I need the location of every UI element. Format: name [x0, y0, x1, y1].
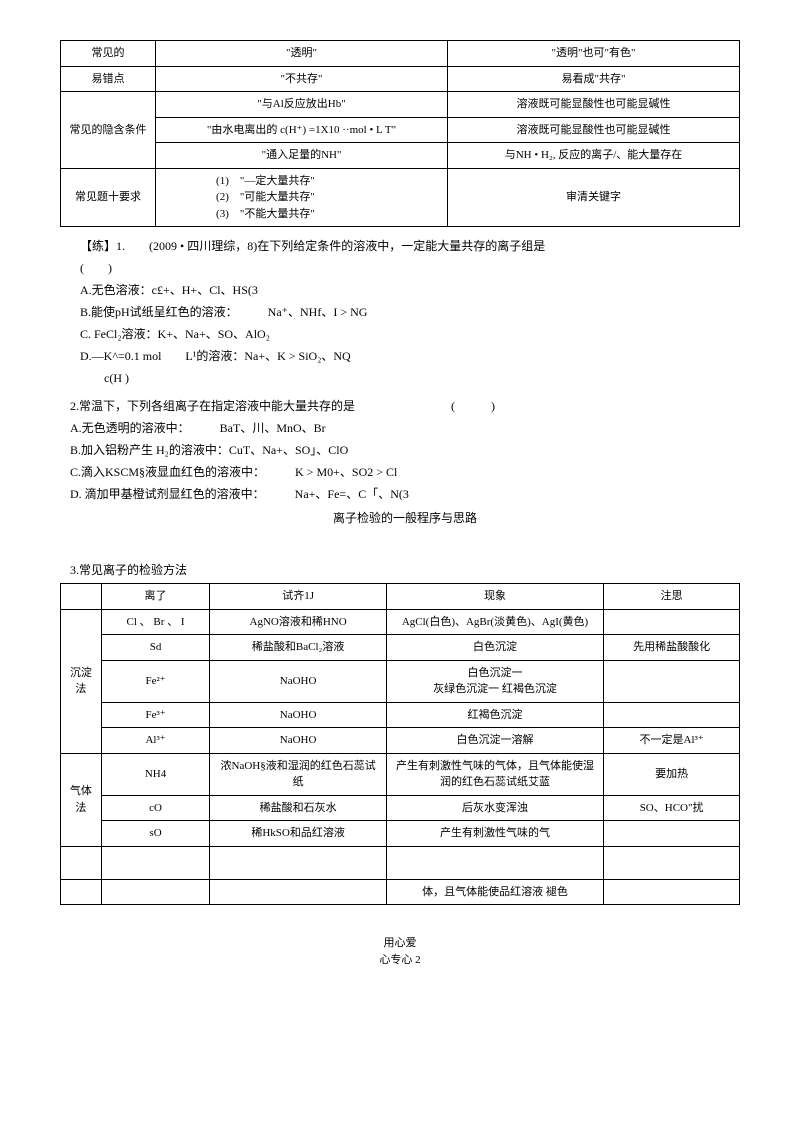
opt-c: C. FeCl₂溶液：K+、Na+、SO、AlO₂: [80, 325, 740, 343]
q-paren: ( ): [80, 259, 740, 277]
cell: 审清关键字: [448, 168, 740, 227]
cell: cO: [101, 795, 210, 821]
q2-title: 2.常温下，下列各组离子在指定溶液中能大量共存的是 ( ): [70, 397, 740, 415]
cell: Al³⁺: [101, 728, 210, 754]
cell: NaOHO: [210, 728, 387, 754]
opt-b: B.能使pH试纸呈红色的溶液： Na⁺、NHf、I > NG: [80, 303, 740, 321]
ion-test-table: 离了 试齐1J 现象 注思 沉淀法 Cl 、 Br 、 I AgNO溶液和稀HN…: [60, 583, 740, 905]
cell: 常见的: [61, 41, 156, 67]
th: 注思: [604, 584, 740, 610]
cell: 白色沉淀一 灰绿色沉淀一 红褐色沉淀: [386, 660, 603, 702]
line: (1) "—定大量共存": [216, 173, 441, 190]
cell: "透明": [156, 41, 448, 67]
cell: 产生有刺激性气味的气体，且气体能使湿润的红色石蕊试纸艾蓝: [386, 753, 603, 795]
cell: NaOHO: [210, 660, 387, 702]
cell: 红褐色沉淀: [386, 702, 603, 728]
cell: Cl 、 Br 、 I: [101, 609, 210, 635]
opt-d: D.—K^=0.1 mol L¹的溶液：Na+、K > SiO₂、NQ: [80, 347, 740, 365]
opt-d2: c(H ): [80, 369, 740, 387]
conditions-table: 常见的 "透明" "透明"也可"有色" 易错点 "不共存" 易看成"共存" 常见…: [60, 40, 740, 227]
opt-a: A.无色溶液：c£+、H+、Cl、HS(3: [80, 281, 740, 299]
cell: 与NH • H₂, 反应的离子/、能大量存在: [448, 143, 740, 169]
line: 灰绿色沉淀一 红褐色沉淀: [393, 681, 597, 698]
q2-d: D. 滴加甲基橙试剂显红色的溶液中： Na+、Fe=、C「、N(3: [70, 485, 740, 503]
cell: [604, 609, 740, 635]
cell: 不一定是Al³⁺: [604, 728, 740, 754]
cell: 溶液既可能显酸性也可能显碱性: [448, 92, 740, 118]
cell: Sd: [101, 635, 210, 661]
q2-c: C.滴入KSCM§液显血红色的溶液中： K > M0+、SO2 > Cl: [70, 463, 740, 481]
cell: 常见题十要求: [61, 168, 156, 227]
page-footer: 用心爱 心专心 2: [60, 935, 740, 968]
cell: sO: [101, 821, 210, 847]
th: 现象: [386, 584, 603, 610]
cell: "透明"也可"有色": [448, 41, 740, 67]
cell: AgCl(白色)、AgBr(淡黄色)、AgI(黄色): [386, 609, 603, 635]
q2-sub: 离子检验的一般程序与思路: [70, 509, 740, 527]
cell: 易错点: [61, 66, 156, 92]
cell: "与Al反应放出Hb": [156, 92, 448, 118]
cell: 要加热: [604, 753, 740, 795]
cell: 稀盐酸和石灰水: [210, 795, 387, 821]
group-label: 气体法: [61, 753, 102, 846]
cell: "不共存": [156, 66, 448, 92]
group-label: 沉淀法: [61, 609, 102, 753]
th: 试齐1J: [210, 584, 387, 610]
cell: "由水电离出的 c(H⁺) =1X10 ··mol • L T": [156, 117, 448, 143]
cell: AgNO溶液和稀HNO: [210, 609, 387, 635]
cell: NaOHO: [210, 702, 387, 728]
cell: 稀HkSO和品红溶液: [210, 821, 387, 847]
cell: [604, 660, 740, 702]
q3-title: 3.常见离子的检验方法: [70, 561, 740, 579]
cell: NH4: [101, 753, 210, 795]
cell: [604, 702, 740, 728]
cell: 体，且气体能使品红溶液 褪色: [386, 879, 603, 905]
cell: 浓NaOH§液和湿润的红色石蕊试纸: [210, 753, 387, 795]
cell: (1) "—定大量共存" (2) "可能大量共存" (3) "不能大量共存": [156, 168, 448, 227]
q2-b: B.加入铝粉产生 H₂的溶液中：CuT、Na+、SO」、ClO: [70, 441, 740, 459]
cell: Fe²⁺: [101, 660, 210, 702]
question-2: 2.常温下，下列各组离子在指定溶液中能大量共存的是 ( ) A.无色透明的溶液中…: [70, 397, 740, 527]
cell: 后灰水变浑浊: [386, 795, 603, 821]
line: 白色沉淀一: [393, 665, 597, 682]
cell: SO、HCO"扰: [604, 795, 740, 821]
q-title: 【练】1. (2009 • 四川理综，8)在下列给定条件的溶液中，一定能大量共存…: [80, 237, 740, 255]
cell: 白色沉淀一溶解: [386, 728, 603, 754]
cell: 常见的隐含条件: [61, 92, 156, 169]
cell: 溶液既可能显酸性也可能显碱性: [448, 117, 740, 143]
cell: 白色沉淀: [386, 635, 603, 661]
cell: 先用稀盐酸酸化: [604, 635, 740, 661]
cell: 产生有刺激性气味的气: [386, 821, 603, 847]
cell: Fe³⁺: [101, 702, 210, 728]
cell: 稀盐酸和BaCl₂溶液: [210, 635, 387, 661]
line: (3) "不能大量共存": [216, 206, 441, 223]
cell: [604, 821, 740, 847]
th: 离了: [101, 584, 210, 610]
footer-line2: 心专心 2: [60, 952, 740, 969]
q2-a: A.无色透明的溶液中： BaT、川、MnO、Br: [70, 419, 740, 437]
cell: 易看成"共存": [448, 66, 740, 92]
line: (2) "可能大量共存": [216, 189, 441, 206]
footer-line1: 用心爱: [60, 935, 740, 952]
cell: "通入足量的NH": [156, 143, 448, 169]
practice-1: 【练】1. (2009 • 四川理综，8)在下列给定条件的溶液中，一定能大量共存…: [80, 237, 740, 387]
